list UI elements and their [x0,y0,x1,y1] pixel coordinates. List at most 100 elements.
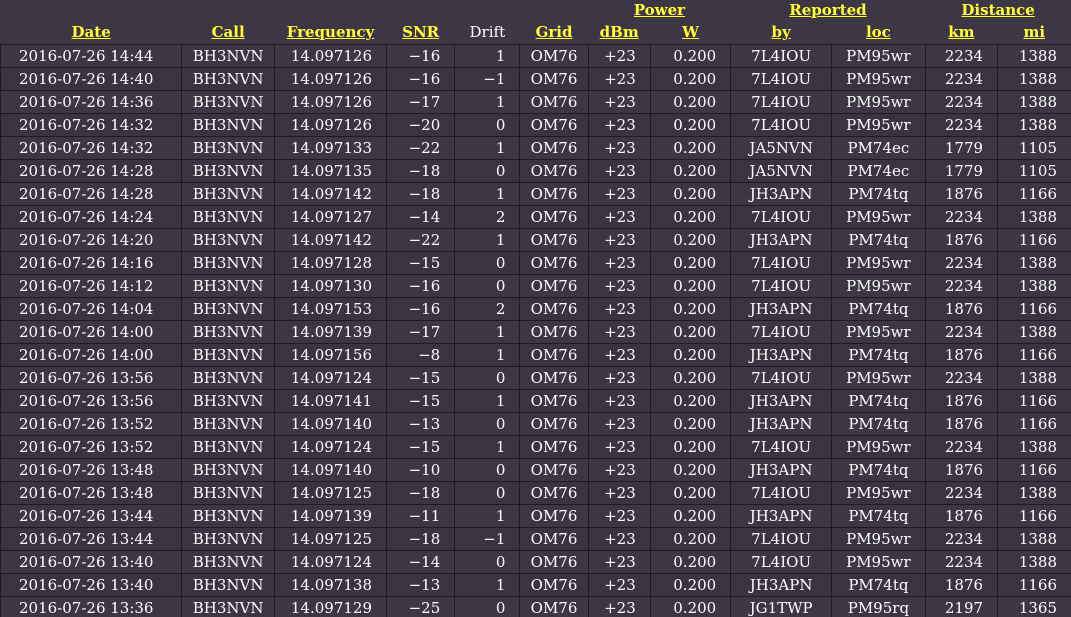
cell-dbm: +23 [587,67,651,91]
cell-date: 2016-07-26 14:12 [0,274,182,298]
table-row: 2016-07-26 14:28 BH3NVN 14.097142 −18 1 OM76 +… [0,182,1071,206]
cell-grid: OM76 [519,320,589,344]
sort-dbm-link[interactable]: dBm [599,23,639,41]
cell-frequency: 14.097139 [273,504,387,528]
cell-km: 2234 [924,205,998,229]
cell-drift: 0 [454,274,520,298]
cell-call: BH3NVN [181,274,275,298]
col-header-loc[interactable]: loc [832,21,926,45]
cell-frequency: 14.097124 [273,366,387,390]
cell-mi: 1166 [997,297,1071,321]
sort-w-link[interactable]: W [682,23,699,41]
cell-by: 7L4IOU [730,90,832,114]
cell-frequency: 14.097124 [273,550,387,574]
col-header-mi[interactable]: mi [998,21,1071,45]
distance-group-link[interactable]: Distance [961,1,1035,19]
cell-frequency: 14.097139 [273,320,387,344]
cell-mi: 1166 [997,458,1071,482]
cell-drift: 1 [454,44,520,68]
sort-date-link[interactable]: Date [71,23,111,41]
cell-by: JH3APN [730,297,832,321]
col-header-dbm[interactable]: dBm [588,21,650,45]
cell-call: BH3NVN [181,205,275,229]
cell-date: 2016-07-26 14:40 [0,67,182,91]
cell-drift: 1 [454,504,520,528]
header-group-power[interactable]: Power [588,0,731,21]
cell-frequency: 14.097126 [273,67,387,91]
cell-dbm: +23 [587,90,651,114]
cell-km: 2234 [924,481,998,505]
cell-loc: PM95wr [831,481,926,505]
cell-loc: PM74tq [831,412,926,436]
cell-drift: 1 [454,435,520,459]
cell-drift: 1 [454,182,520,206]
col-header-grid[interactable]: Grid [520,21,588,45]
cell-date: 2016-07-26 13:56 [0,389,182,413]
cell-km: 2234 [924,527,998,551]
cell-loc: PM95wr [831,274,926,298]
table-header: Power Reported Distance Date Call Freque… [1,0,1071,45]
sort-frequency-link[interactable]: Frequency [286,23,375,41]
cell-drift: 1 [454,90,520,114]
cell-snr: −22 [385,136,455,160]
col-header-frequency[interactable]: Frequency [274,21,386,45]
cell-w: 0.200 [649,412,731,436]
cell-w: 0.200 [649,435,731,459]
sort-by-link[interactable]: by [771,23,791,41]
cell-snr: −16 [385,274,455,298]
header-group-distance[interactable]: Distance [925,0,1071,21]
cell-w: 0.200 [649,113,731,137]
sort-mi-link[interactable]: mi [1023,23,1046,41]
col-header-call[interactable]: Call [182,21,275,45]
cell-snr: −10 [385,458,455,482]
cell-frequency: 14.097141 [273,389,387,413]
cell-loc: PM74tq [831,389,926,413]
cell-grid: OM76 [519,274,589,298]
table-row: 2016-07-26 13:48 BH3NVN 14.097125 −18 0 OM76 +… [0,481,1071,505]
sort-km-link[interactable]: km [948,23,975,41]
cell-date: 2016-07-26 14:00 [0,343,182,367]
cell-frequency: 14.097125 [273,481,387,505]
col-header-by[interactable]: by [731,21,832,45]
table-row: 2016-07-26 13:52 BH3NVN 14.097140 −13 0 OM76 +… [0,412,1071,436]
cell-drift: 0 [454,458,520,482]
cell-snr: −16 [385,44,455,68]
sort-call-link[interactable]: Call [211,23,245,41]
cell-grid: OM76 [519,297,589,321]
cell-dbm: +23 [587,297,651,321]
sort-loc-link[interactable]: loc [865,23,891,41]
header-group-reported[interactable]: Reported [731,0,926,21]
cell-w: 0.200 [649,228,731,252]
cell-km: 2234 [924,550,998,574]
reported-group-link[interactable]: Reported [789,1,867,19]
cell-mi: 1388 [997,251,1071,275]
cell-drift: 0 [454,412,520,436]
table-row: 2016-07-26 14:20 BH3NVN 14.097142 −22 1 OM76 +… [0,228,1071,252]
cell-km: 2234 [924,90,998,114]
cell-loc: PM74ec [831,136,926,160]
col-header-km[interactable]: km [925,21,997,45]
cell-km: 2234 [924,44,998,68]
col-header-date[interactable]: Date [1,21,182,45]
sort-snr-link[interactable]: SNR [402,23,440,41]
cell-km: 2234 [924,113,998,137]
cell-drift: −1 [454,67,520,91]
cell-call: BH3NVN [181,228,275,252]
cell-drift: 0 [454,159,520,183]
cell-frequency: 14.097142 [273,182,387,206]
cell-km: 1876 [924,182,998,206]
cell-mi: 1166 [997,228,1071,252]
cell-grid: OM76 [519,343,589,367]
power-group-link[interactable]: Power [633,1,686,19]
sort-grid-link[interactable]: Grid [535,23,573,41]
cell-by: JH3APN [730,573,832,597]
cell-grid: OM76 [519,113,589,137]
cell-loc: PM74tq [831,504,926,528]
cell-call: BH3NVN [181,550,275,574]
cell-mi: 1388 [997,435,1071,459]
col-header-snr[interactable]: SNR [387,21,455,45]
cell-date: 2016-07-26 14:28 [0,159,182,183]
cell-by: JH3APN [730,228,832,252]
col-header-w[interactable]: W [650,21,730,45]
